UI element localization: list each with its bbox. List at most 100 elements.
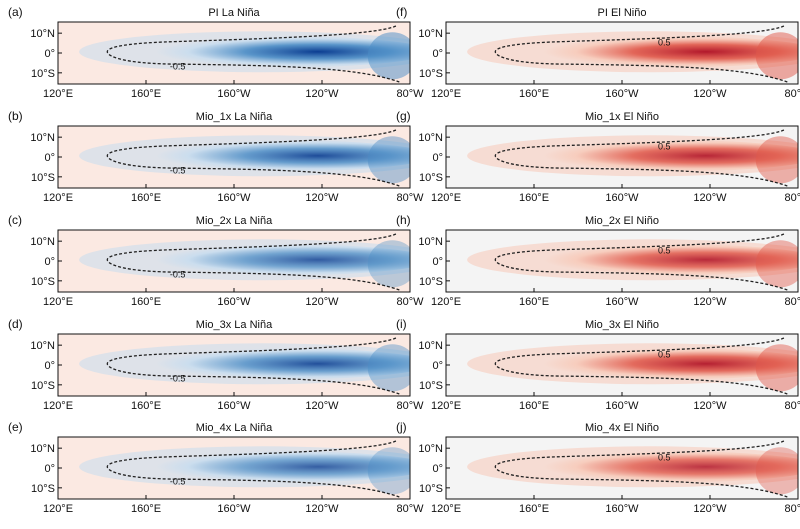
y-tick-label: 10°N [418, 443, 443, 455]
contour-line [494, 440, 788, 498]
x-tick-label: 80°W [396, 192, 424, 204]
panel-title: Mio_2x El Niño [585, 215, 659, 227]
anomaly-core [107, 35, 410, 68]
x-tick-label: 160°E [519, 400, 549, 412]
coastal-anomaly [755, 447, 798, 495]
panel-letter: (d) [8, 317, 23, 331]
x-tick-label: 120°E [431, 400, 461, 412]
contour-line [106, 233, 400, 291]
y-tick-label: 0° [44, 360, 55, 372]
x-tick-label: 80°W [784, 296, 800, 308]
x-tick-label: 160°E [131, 296, 161, 308]
x-tick-label: 160°E [131, 88, 161, 100]
y-tick-label: 10°N [418, 28, 443, 40]
y-tick-label: 10°S [419, 276, 443, 288]
panel-d: -0.5 10°N 0° 10°S 120°E 160°E 160°W 120°W 80°W (d… [8, 317, 424, 412]
y-tick-label: 0° [432, 360, 443, 372]
panel-f: 0.5 10°N 0° 10°S 120°E 160°E 160°W 120°W 80°W (f)… [396, 5, 800, 100]
y-tick-label: 10°N [418, 340, 443, 352]
y-tick-label: 10°S [31, 483, 55, 495]
x-tick-label: 120°E [431, 296, 461, 308]
y-tick-label: 10°N [30, 236, 55, 248]
coastal-anomaly [367, 136, 410, 184]
y-tick-label: 10°S [31, 68, 55, 80]
x-tick-label: 160°E [519, 192, 549, 204]
contour-label: -0.5 [170, 166, 186, 176]
x-tick-label: 120°E [43, 503, 73, 515]
x-tick-label: 120°W [693, 192, 727, 204]
anomaly-core [495, 347, 798, 380]
x-tick-label: 160°E [131, 503, 161, 515]
x-tick-label: 120°E [43, 400, 73, 412]
panel-title: PI La Niña [208, 7, 260, 19]
sst-anomaly-field: -0.5 [58, 437, 410, 499]
sst-anomaly-field: 0.5 [446, 230, 798, 292]
x-tick-label: 120°W [693, 503, 727, 515]
y-tick-label: 0° [432, 48, 443, 60]
x-tick-label: 160°W [217, 400, 251, 412]
coastal-anomaly [367, 32, 410, 80]
sst-anomaly-field: -0.5 [58, 22, 410, 84]
x-tick-label: 160°E [519, 88, 549, 100]
x-tick-label: 80°W [396, 400, 424, 412]
sst-anomaly-field: 0.5 [446, 22, 798, 84]
contour-label: -0.5 [170, 62, 186, 72]
x-tick-label: 120°W [305, 192, 339, 204]
anomaly-core [107, 139, 410, 172]
x-tick-label: 160°E [519, 503, 549, 515]
x-tick-label: 80°W [784, 88, 800, 100]
anomaly-core [495, 139, 798, 172]
contour-line [494, 233, 788, 291]
contour-line [106, 337, 400, 395]
panel-h: 0.5 10°N 0° 10°S 120°E 160°E 160°W 120°W 80°W (h)… [396, 213, 800, 308]
y-tick-label: 0° [44, 463, 55, 475]
panel-b: -0.5 10°N 0° 10°S 120°E 160°E 160°W 120°W 80°W (b… [8, 109, 424, 204]
y-tick-label: 10°S [419, 68, 443, 80]
coastal-anomaly [755, 136, 798, 184]
x-tick-label: 160°W [217, 296, 251, 308]
panel-title: PI El Niño [598, 7, 647, 19]
x-tick-label: 120°W [693, 88, 727, 100]
coastal-anomaly [755, 32, 798, 80]
y-tick-label: 10°S [419, 380, 443, 392]
contour-label: 0.5 [658, 141, 671, 151]
contour-label: 0.5 [658, 37, 671, 47]
x-tick-label: 120°W [305, 296, 339, 308]
panel-letter: (a) [8, 5, 23, 19]
y-tick-label: 10°N [418, 132, 443, 144]
y-tick-label: 10°N [418, 236, 443, 248]
y-tick-label: 0° [432, 463, 443, 475]
y-tick-label: 10°S [419, 172, 443, 184]
x-tick-label: 160°E [519, 296, 549, 308]
x-tick-label: 160°W [217, 192, 251, 204]
contour-line [106, 440, 400, 498]
sst-anomaly-field: 0.5 [446, 334, 798, 396]
panel-title: Mio_1x La Niña [196, 111, 273, 123]
x-tick-label: 160°W [605, 400, 639, 412]
anomaly-core [495, 450, 798, 483]
y-tick-label: 10°S [419, 483, 443, 495]
panel-a: -0.5 10°N 0° 10°S 120°E 160°E 160°W 120°W 80°W (a… [8, 5, 424, 100]
panel-g: 0.5 10°N 0° 10°S 120°E 160°E 160°W 120°W 80°W (g)… [396, 109, 800, 204]
x-tick-label: 120°E [43, 88, 73, 100]
coastal-anomaly [755, 240, 798, 288]
panel-letter: (e) [8, 420, 23, 434]
x-tick-label: 80°W [784, 503, 800, 515]
contour-label: -0.5 [170, 270, 186, 280]
x-tick-label: 160°W [217, 503, 251, 515]
sst-anomaly-field: -0.5 [58, 334, 410, 396]
sst-anomaly-field: -0.5 [58, 230, 410, 292]
contour-label: 0.5 [658, 452, 671, 462]
contour-label: -0.5 [170, 374, 186, 384]
x-tick-label: 80°W [784, 192, 800, 204]
panel-c: -0.5 10°N 0° 10°S 120°E 160°E 160°W 120°W 80°W (c… [8, 213, 424, 308]
y-tick-label: 10°S [31, 380, 55, 392]
x-tick-label: 80°W [396, 88, 424, 100]
y-tick-label: 10°S [31, 276, 55, 288]
x-tick-label: 160°E [131, 400, 161, 412]
contour-line [106, 129, 400, 187]
x-tick-label: 120°W [693, 400, 727, 412]
coastal-anomaly [367, 240, 410, 288]
x-tick-label: 120°E [43, 296, 73, 308]
